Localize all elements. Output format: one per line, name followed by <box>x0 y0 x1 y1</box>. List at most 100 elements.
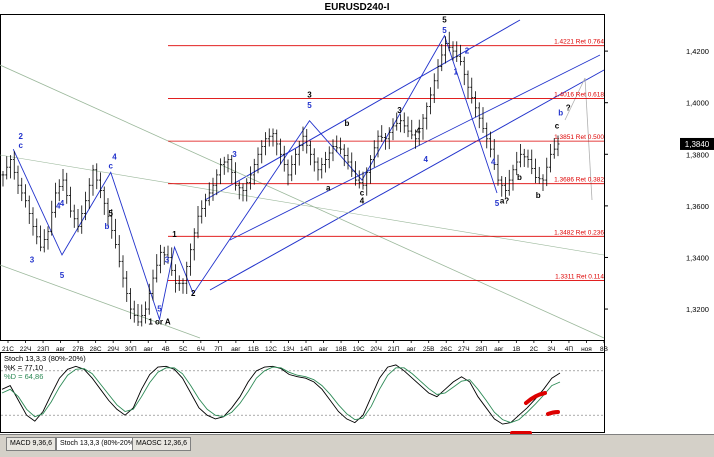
tab-macd[interactable]: MACD 9,36,6 <box>6 437 57 451</box>
price-bar-77 <box>290 155 294 182</box>
price-bar-74 <box>279 138 282 165</box>
price-bar-71 <box>267 128 271 147</box>
price-bar-2 <box>9 155 12 179</box>
price-bar-85 <box>320 157 324 179</box>
price-bar-79 <box>297 141 301 166</box>
x-tick-label-34: 8В <box>600 346 608 353</box>
price-bar-55 <box>207 182 211 206</box>
price-bar-78 <box>294 148 297 175</box>
wave-label-22: 3 <box>397 106 402 115</box>
price-bar-91 <box>342 144 346 167</box>
current-price-marker: 1,3840 <box>680 137 714 150</box>
y-tick-label-5: 1,3200 <box>686 305 709 314</box>
price-bar-86 <box>324 151 327 173</box>
main-plot-frame <box>0 14 605 341</box>
price-bar-0 <box>1 171 5 187</box>
wave-label-24: 5 <box>442 16 447 25</box>
wave-label-3: 3 <box>30 256 35 265</box>
x-tick-label-21: 20Ч <box>370 346 382 353</box>
wave-label-7: c <box>109 161 114 170</box>
hand-drawn-markers <box>510 391 560 434</box>
price-bar-34 <box>129 288 132 320</box>
tab-stoch[interactable]: Stoch 13,3,3 (80%-20%) <box>56 437 141 451</box>
wave-label-21: 4 <box>360 196 365 205</box>
price-bar-119 <box>447 31 451 52</box>
price-bar-121 <box>455 41 459 62</box>
y-tick-label-3: 1,3600 <box>686 202 709 211</box>
price-bar-102 <box>384 133 387 150</box>
price-bar-96 <box>361 171 365 190</box>
price-bar-113 <box>425 102 429 130</box>
price-bar-138 <box>519 144 522 168</box>
wave-label-32: b <box>517 173 522 182</box>
wave-label-23: 4 <box>416 127 421 136</box>
price-bar-19 <box>72 204 76 228</box>
price-bar-42 <box>159 244 162 274</box>
projection-line-1 <box>564 77 586 121</box>
price-bar-6 <box>24 184 27 208</box>
price-bar-61 <box>230 154 234 184</box>
price-bar-76 <box>286 159 290 186</box>
price-bar-130 <box>489 131 492 158</box>
fib-label-5: 1.3311 Ret 0.114 <box>555 273 604 280</box>
price-bar-58 <box>219 158 222 185</box>
x-tick-label-22: 21П <box>388 346 400 353</box>
price-bar-47 <box>177 275 181 291</box>
x-tick-label-16: 13Ч <box>283 346 295 353</box>
x-tick-label-18: авг <box>319 346 329 353</box>
price-bar-122 <box>459 44 462 66</box>
price-bar-111 <box>417 119 421 146</box>
price-bar-114 <box>429 87 432 115</box>
price-bar-81 <box>305 129 309 154</box>
price-chart[interactable]: 1.4221 Ret 0.764 1.4016 Ret 0.618 1.3851 R… <box>0 0 714 434</box>
marker-stroke-1 <box>524 391 547 405</box>
price-bar-20 <box>76 209 80 233</box>
tab-maosc[interactable]: MAOSC 12,36,6 <box>132 437 191 451</box>
price-bar-3 <box>12 151 16 180</box>
wave-path <box>12 34 498 322</box>
price-bar-65 <box>245 178 249 202</box>
price-bar-97 <box>365 167 369 196</box>
price-bar-69 <box>260 140 264 164</box>
price-bar-16 <box>61 169 65 191</box>
fib-label-3: 1.3686 Ret 0.382 <box>554 177 604 184</box>
price-bar-11 <box>42 229 46 253</box>
price-bar-108 <box>406 116 410 138</box>
price-bar-94 <box>354 161 357 186</box>
price-bar-40 <box>151 269 155 301</box>
price-bar-68 <box>256 147 260 174</box>
x-tick-label-3: авг <box>56 346 66 353</box>
price-bar-14 <box>54 182 57 218</box>
y-tick-label-0: 1,4200 <box>686 47 709 56</box>
x-tick-label-17: 14П <box>300 346 312 353</box>
price-bar-10 <box>39 225 42 252</box>
price-bar-26 <box>99 172 102 199</box>
price-bar-39 <box>147 283 151 315</box>
x-tick-label-12: 7П <box>214 346 223 353</box>
price-bar-93 <box>350 152 354 177</box>
price-bar-54 <box>204 193 207 217</box>
price-bar-126 <box>474 91 477 118</box>
price-bar-100 <box>376 130 380 158</box>
price-bar-18 <box>69 186 72 218</box>
price-bar-57 <box>215 169 219 196</box>
price-bar-104 <box>391 118 395 141</box>
price-bar-116 <box>436 59 440 89</box>
price-bar-23 <box>87 178 91 210</box>
price-bar-115 <box>432 73 436 104</box>
time-axis: 21С 22Ч 23П авг 27В 28С 29Ч 30П авг 4В 5С 6Ч 7П авг 11… <box>2 340 608 353</box>
fib-levels: 1.4221 Ret 0.764 1.4016 Ret 0.618 1.3851 R… <box>168 39 604 281</box>
grey-channel-lower <box>0 264 201 339</box>
price-bar-32 <box>121 255 125 288</box>
upper-channel-line <box>204 19 521 201</box>
price-bar-24 <box>91 164 95 196</box>
wave-label-14: 2 <box>191 289 196 298</box>
wave-label-28: 4 <box>424 155 429 164</box>
stoch-d-line <box>1 366 561 424</box>
price-bar-56 <box>211 177 215 201</box>
price-bar-105 <box>395 112 399 131</box>
price-bar-144 <box>541 174 545 192</box>
x-tick-label-19: 18В <box>335 346 347 353</box>
mid-channel-line <box>229 54 601 241</box>
